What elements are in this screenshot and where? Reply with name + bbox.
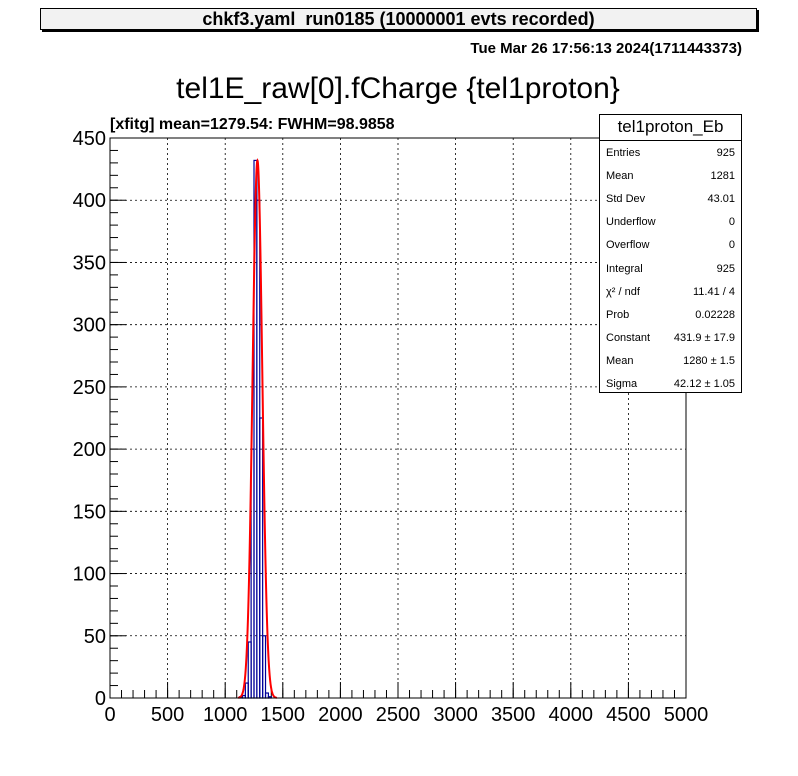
stats-row-value: 11.41 / 4 bbox=[693, 285, 735, 298]
gaussian-fit-curve bbox=[237, 158, 278, 699]
stats-row-value: 431.9 ± 17.9 bbox=[673, 332, 735, 345]
stats-row: χ² / ndf 11.41 / 4 bbox=[600, 280, 741, 303]
header-box bbox=[40, 8, 757, 30]
axis-ticks bbox=[109, 137, 687, 699]
stats-title: tel1proton_Eb bbox=[600, 115, 741, 141]
x-tick-label: 4500 bbox=[606, 704, 651, 726]
stats-row: Integral 925 bbox=[600, 257, 741, 280]
y-tick-label: 50 bbox=[84, 626, 106, 648]
x-tick-label: 0 bbox=[104, 704, 115, 726]
timestamp: Tue Mar 26 17:56:13 2024(1711443373) bbox=[470, 40, 742, 57]
stats-row: Constant 431.9 ± 17.9 bbox=[600, 327, 741, 350]
stats-rows: Entries 925 Mean 1281 Std Dev 43.01 Underflow 0… bbox=[600, 141, 741, 396]
histogram-bin bbox=[262, 635, 267, 699]
y-tick-label: 200 bbox=[73, 439, 106, 461]
canvas-title: chkf3.yaml run0185 (10000001 evts record… bbox=[202, 9, 595, 29]
stats-row-label: Underflow bbox=[606, 216, 656, 229]
stats-row-label: Constant bbox=[606, 332, 651, 345]
stats-row-value: 925 bbox=[716, 262, 735, 275]
y-tick-label: 300 bbox=[73, 315, 106, 337]
y-tick-label: 350 bbox=[73, 252, 106, 274]
fit-curve bbox=[237, 158, 278, 699]
stats-row-label: Std Dev bbox=[606, 192, 646, 205]
stats-row-label: Sigma bbox=[606, 378, 638, 391]
tick-labels: 0 500 1000 1500 2000 2500 3000 3500 4000 4500 5000… bbox=[73, 128, 709, 726]
y-tick-label: 0 bbox=[95, 688, 106, 710]
stats-row-value: 925 bbox=[716, 146, 735, 159]
stats-row-value: 42.12 ± 1.05 bbox=[673, 378, 735, 391]
stats-row-label: χ² / ndf bbox=[606, 285, 640, 298]
stats-row: Underflow 0 bbox=[600, 211, 741, 234]
y-tick-label: 100 bbox=[73, 564, 106, 586]
x-tick-label: 3000 bbox=[433, 704, 478, 726]
stats-row-value: 43.01 bbox=[707, 192, 735, 205]
fit-label: [xfitg] mean=1279.54: FWHM=98.9858 bbox=[110, 116, 395, 133]
x-tick-label: 2500 bbox=[376, 704, 421, 726]
stats-row-value: 0.02228 bbox=[695, 308, 735, 321]
stats-row: Mean 1281 bbox=[600, 164, 741, 187]
x-tick-label: 3500 bbox=[491, 704, 536, 726]
stats-row: Mean 1280 ± 1.5 bbox=[600, 350, 741, 373]
stats-row-value: 1281 bbox=[710, 169, 735, 182]
stats-row-label: Integral bbox=[606, 262, 643, 275]
y-tick-label: 150 bbox=[73, 501, 106, 523]
stats-row: Entries 925 bbox=[600, 141, 741, 164]
x-tick-label: 1000 bbox=[203, 704, 248, 726]
x-tick-label: 500 bbox=[151, 704, 184, 726]
stats-row-label: Entries bbox=[606, 146, 641, 159]
stats-row-label: Overflow bbox=[606, 239, 650, 252]
stats-box: tel1proton_Eb Entries 925 Mean 1281 Std Dev 4… bbox=[599, 114, 742, 393]
x-tick-label: 1500 bbox=[261, 704, 306, 726]
stats-row-label: Mean bbox=[606, 355, 634, 368]
stats-row: Std Dev 43.01 bbox=[600, 187, 741, 210]
x-tick-label: 5000 bbox=[664, 704, 709, 726]
stats-row-label: Mean bbox=[606, 169, 634, 182]
stats-row: Overflow 0 bbox=[600, 234, 741, 257]
grid bbox=[110, 137, 686, 698]
stats-row-value: 1280 ± 1.5 bbox=[683, 355, 735, 368]
y-tick-label: 450 bbox=[73, 128, 106, 150]
stats-row: Sigma 42.12 ± 1.05 bbox=[600, 373, 741, 396]
x-tick-label: 2000 bbox=[318, 704, 363, 726]
stats-row: Prob 0.02228 bbox=[600, 303, 741, 326]
plot-frame bbox=[109, 137, 687, 699]
histogram-title: tel1E_raw[0].fCharge {tel1proton} bbox=[176, 72, 620, 105]
y-tick-label: 400 bbox=[73, 190, 106, 212]
stats-row-label: Prob bbox=[606, 308, 630, 321]
stats-row-value: 0 bbox=[728, 239, 735, 252]
y-tick-label: 250 bbox=[73, 377, 106, 399]
x-tick-label: 4000 bbox=[549, 704, 594, 726]
stats-row-value: 0 bbox=[728, 216, 735, 229]
